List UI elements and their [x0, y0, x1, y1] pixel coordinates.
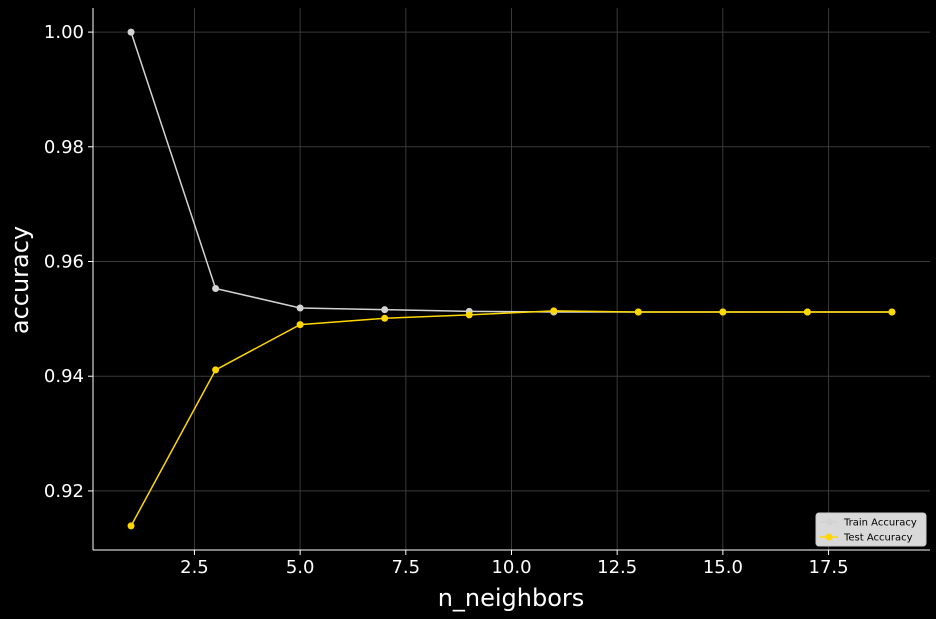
- data-point: [550, 307, 558, 315]
- x-tick-label: 5.0: [286, 557, 315, 578]
- data-point: [381, 314, 389, 322]
- series-line-1: [130, 310, 892, 527]
- data-point: [888, 308, 896, 316]
- y-axis-ticks: 0.92 0.94 0.96 0.98 1.00: [44, 22, 93, 502]
- y-tick-label: 0.98: [44, 137, 84, 158]
- grid-lines: [93, 8, 930, 550]
- data-point: [803, 308, 811, 316]
- x-axis-title: n_neighbors: [438, 584, 585, 612]
- data-point: [212, 284, 220, 292]
- y-tick-label: 0.94: [44, 366, 84, 387]
- x-tick-label: 2.5: [180, 557, 209, 578]
- x-tick-label: 15.0: [703, 557, 743, 578]
- legend-swatch-marker: [825, 533, 833, 541]
- data-point: [127, 28, 135, 36]
- y-tick-label: 1.00: [44, 22, 84, 43]
- data-point: [212, 366, 220, 374]
- x-tick-label: 7.5: [391, 557, 420, 578]
- legend-label: Test Accuracy: [843, 533, 913, 544]
- data-point: [296, 321, 304, 329]
- x-tick-label: 17.5: [809, 557, 849, 578]
- legend-swatch-marker: [825, 518, 833, 526]
- data-point: [296, 304, 304, 312]
- data-point: [465, 311, 473, 319]
- legend: Train Accuracy Test Accuracy: [815, 512, 927, 547]
- data-series: [127, 28, 896, 530]
- x-axis-ticks: 2.5 5.0 7.5 10.0 12.5 15.0 17.5: [180, 550, 849, 578]
- data-point: [634, 308, 642, 316]
- x-tick-label: 12.5: [597, 557, 637, 578]
- legend-box: [815, 512, 927, 547]
- legend-label: Train Accuracy: [843, 518, 917, 529]
- data-point: [381, 306, 389, 314]
- data-point: [719, 308, 727, 316]
- y-axis-title: accuracy: [6, 226, 34, 334]
- data-point: [127, 522, 135, 530]
- y-tick-label: 0.92: [44, 481, 84, 502]
- x-tick-label: 10.0: [491, 557, 531, 578]
- y-tick-label: 0.96: [44, 252, 84, 273]
